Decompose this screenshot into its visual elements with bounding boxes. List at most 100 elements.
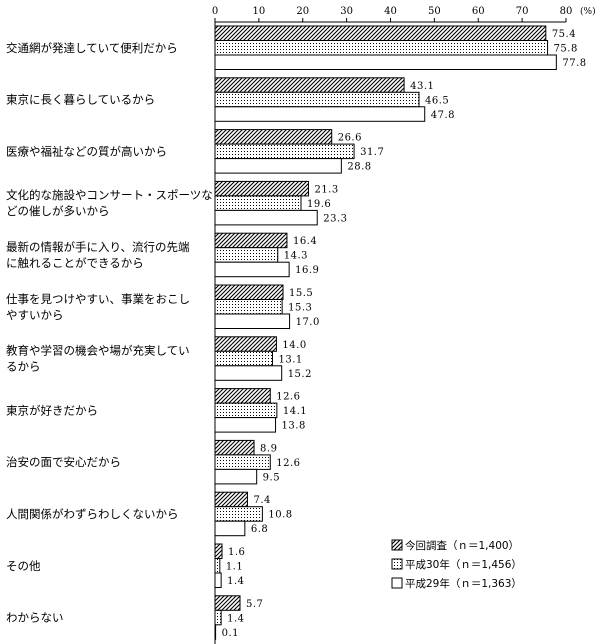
data-label: 43.1 [410, 81, 434, 92]
bar-plain [214, 520, 246, 537]
category-label: るから [6, 360, 41, 374]
category-label: 文化的な施設やコンサート・スポーツな [6, 188, 213, 202]
bar-dots [214, 402, 278, 419]
data-label: 5.7 [246, 599, 263, 610]
data-label: 9.5 [263, 472, 280, 483]
data-label: 6.8 [251, 524, 268, 535]
legend-swatch-dots [391, 558, 403, 570]
category-label: 東京に長く暮らしているから [6, 93, 155, 107]
bar-hatch [214, 77, 405, 93]
data-label: 0.1 [222, 628, 239, 639]
data-label: 77.8 [562, 58, 586, 69]
data-label: 14.1 [283, 406, 307, 417]
category-label: 東京が好きだから [6, 403, 98, 417]
bar-plain [214, 417, 277, 433]
legend: 今回調査（ｎ＝1,400） 平成30年（ｎ＝1,456） 平成29年（ｎ＝1,363… [391, 539, 522, 590]
bar-plain [214, 261, 290, 278]
bar-plain [214, 158, 342, 174]
bar-hatch [214, 543, 223, 559]
x-tick-label: 10 [253, 6, 266, 17]
bar-dots [214, 506, 263, 522]
category-label: その他 [6, 559, 41, 573]
category-label: 医療や福祉などの質が高いから [6, 144, 167, 158]
category-label: 交通網が発達していて便利だから [6, 41, 178, 55]
bars: 75.4 75.8 77.8 43.1 46.5 47.8 26.6 31.7 28.8 21.3… [214, 25, 586, 640]
bar-plain [214, 624, 217, 640]
data-label: 75.8 [554, 44, 578, 55]
category-label: 教育や学習の機会や場が充実してい [6, 344, 190, 358]
bar-dots [214, 40, 549, 56]
bar-dots [214, 558, 221, 574]
category-label: 最新の情報が手に入り、流行の先端 [6, 240, 190, 254]
bar-dots [214, 609, 222, 626]
x-tick-label: 60 [472, 6, 485, 17]
bar-hatch [214, 180, 309, 197]
data-label: 19.6 [307, 199, 331, 210]
data-label: 28.8 [347, 162, 371, 173]
bar-plain [214, 106, 426, 122]
bar-hatch [214, 232, 288, 249]
bar-dots [214, 143, 355, 160]
x-tick-label: 0 [212, 6, 218, 17]
bar-plain [214, 54, 557, 70]
bar-dots [214, 299, 283, 315]
data-label: 14.3 [284, 251, 308, 262]
category-label: どの催しが多いから [6, 204, 110, 218]
x-tick-label: 30 [340, 6, 353, 17]
category-label: に触れることができるから [6, 256, 144, 270]
bar-hatch [214, 439, 255, 456]
x-tick-label: 50 [428, 6, 441, 17]
legend-swatch-plain [391, 577, 403, 589]
bar-plain [214, 365, 283, 381]
data-label: 1.1 [226, 562, 243, 573]
bar-dots [214, 454, 271, 470]
unit-label: (%) [580, 6, 596, 17]
category-label: 治安の面で安心だから [6, 455, 121, 469]
bar-hatch [214, 25, 547, 41]
category-labels: 交通網が発達していて便利だから東京に長く暮らしているから医療や福祉などの質が高い… [6, 41, 213, 625]
data-label: 75.4 [552, 29, 576, 40]
category-label: 仕事を見つけやすい、事業をおこし [6, 292, 190, 306]
data-label: 16.9 [295, 265, 319, 276]
data-label: 15.3 [288, 303, 312, 314]
data-label: 13.8 [282, 421, 306, 432]
legend-entry: 平成29年（ｎ＝1,363） [405, 577, 522, 590]
legend-swatch-hatch [391, 539, 403, 551]
data-label: 13.1 [278, 354, 302, 365]
bar-dots [214, 91, 420, 108]
x-tick-label: 40 [384, 6, 397, 17]
x-tick-label: 70 [516, 6, 529, 17]
bar-hatch [214, 491, 248, 508]
bar-hatch [214, 388, 271, 404]
data-label: 46.5 [425, 95, 449, 106]
legend-entry: 平成30年（ｎ＝1,456） [405, 558, 522, 571]
data-label: 12.6 [276, 392, 300, 403]
data-label: 1.6 [228, 547, 245, 558]
data-label: 7.4 [253, 495, 270, 506]
category-label: やすいから [6, 308, 64, 322]
data-label: 21.3 [314, 184, 338, 195]
x-tick-label: 20 [296, 6, 309, 17]
bar-dots [214, 247, 279, 263]
data-label: 14.0 [282, 340, 306, 351]
bar-hatch [214, 336, 277, 352]
data-label: 23.3 [323, 213, 347, 224]
data-label: 47.8 [431, 110, 455, 121]
x-tick-label: 80 [560, 6, 573, 17]
data-label: 12.6 [276, 458, 300, 469]
data-label: 17.0 [296, 317, 320, 328]
category-label: 人間関係がわずらわしくないから [6, 507, 179, 521]
data-label: 10.8 [268, 510, 292, 521]
data-label: 16.4 [293, 236, 317, 247]
legend-entry: 今回調査（ｎ＝1,400） [405, 539, 519, 552]
data-label: 26.6 [338, 133, 362, 144]
x-axis: 0 10 20 30 40 50 60 70 80 (%) [212, 6, 596, 644]
data-label: 1.4 [227, 613, 244, 624]
bar-plain [214, 209, 318, 226]
bar-plain [214, 468, 258, 485]
bar-dots [214, 195, 302, 211]
data-label: 1.4 [227, 576, 244, 587]
data-label: 8.9 [260, 443, 277, 454]
data-label: 15.5 [289, 288, 313, 299]
data-label: 15.2 [288, 369, 312, 380]
